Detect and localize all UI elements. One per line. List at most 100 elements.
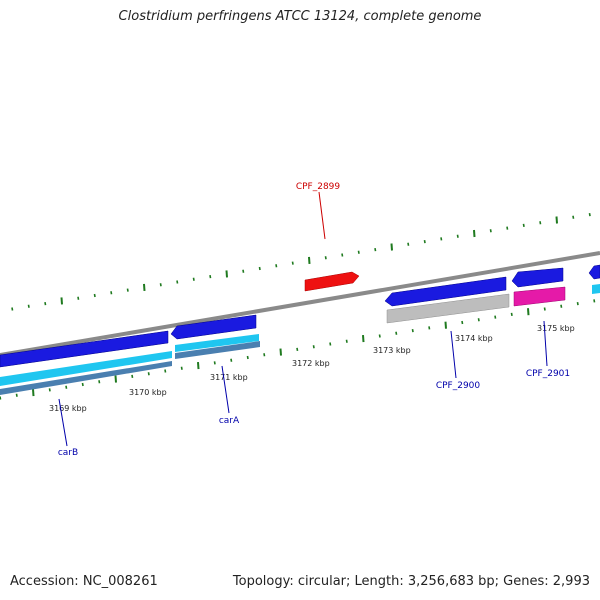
gene-label-cpf-2901[interactable]: CPF_2901 <box>526 369 570 379</box>
gene-label-cpf-2900[interactable]: CPF_2900 <box>436 381 481 391</box>
kbp-tick-label: 3173 kbp <box>373 346 411 355</box>
major-tick <box>114 375 117 383</box>
gene-cara-arrow[interactable] <box>170 314 257 340</box>
minor-tick <box>572 215 575 219</box>
minor-tick <box>312 345 315 349</box>
minor-tick <box>560 304 563 308</box>
major-tick <box>308 256 311 264</box>
minor-tick <box>126 288 129 292</box>
kbp-tick-label: 3172 kbp <box>292 359 330 368</box>
minor-tick <box>164 369 167 373</box>
minor-tick <box>407 242 410 246</box>
kbp-tick-label: 3169 kbp <box>49 404 87 413</box>
minor-tick <box>246 355 249 360</box>
major-tick <box>225 270 228 278</box>
minor-tick <box>213 361 216 365</box>
minor-tick <box>15 393 18 397</box>
minor-tick <box>411 328 414 333</box>
minor-tick <box>477 318 480 322</box>
minor-tick <box>593 299 596 303</box>
minor-tick <box>395 331 398 335</box>
major-tick <box>197 362 200 370</box>
minor-tick <box>539 221 542 225</box>
minor-tick <box>98 380 101 384</box>
minor-tick <box>296 347 299 352</box>
feature-track-light-2 <box>175 334 259 352</box>
minor-tick <box>48 388 51 392</box>
minor-tick <box>428 326 431 330</box>
leader-cpf-2900 <box>450 330 457 379</box>
minor-tick <box>230 358 233 362</box>
minor-tick <box>110 291 113 295</box>
gene-label-cpf-2899[interactable]: CPF_2899 <box>296 182 341 192</box>
minor-tick <box>93 293 96 298</box>
outer-tick-row <box>11 212 591 311</box>
minor-tick <box>329 342 332 346</box>
minor-tick <box>192 277 195 281</box>
gene-partial-arrow <box>588 264 600 280</box>
minor-tick <box>494 315 497 319</box>
major-tick <box>362 335 365 343</box>
major-tick <box>143 283 146 291</box>
minor-tick <box>357 250 360 254</box>
minor-tick <box>345 339 348 343</box>
minor-tick <box>147 372 150 376</box>
minor-tick <box>456 234 459 238</box>
minor-tick <box>27 304 30 308</box>
minor-tick <box>324 256 327 260</box>
gene-carb-arrow[interactable] <box>0 330 169 368</box>
minor-tick <box>440 237 443 241</box>
leader-cpf-2899 <box>318 191 326 240</box>
kbp-tick-label: 3174 kbp <box>455 334 493 343</box>
feature-track-grey <box>386 293 510 324</box>
minor-tick <box>180 366 183 370</box>
minor-tick <box>291 261 294 265</box>
feature-track-light-3 <box>592 284 600 294</box>
minor-tick <box>11 307 14 311</box>
genome-backbone <box>0 251 600 357</box>
feature-track-light-1 <box>0 351 172 386</box>
feature-track-steel-2 <box>175 341 260 359</box>
minor-tick <box>506 226 509 230</box>
minor-tick <box>510 312 513 317</box>
minor-tick <box>341 253 344 257</box>
major-tick <box>444 321 447 329</box>
gene-cpf-2900-arrow[interactable] <box>384 276 507 307</box>
gene-label-cara[interactable]: carA <box>219 416 240 426</box>
gene-cpf-2901-arrow[interactable] <box>511 267 564 288</box>
minor-tick <box>209 274 212 279</box>
minor-tick <box>131 374 134 379</box>
minor-tick <box>378 334 381 338</box>
minor-tick <box>275 264 278 268</box>
major-tick <box>390 243 393 251</box>
major-tick <box>60 297 63 305</box>
minor-tick <box>461 320 464 325</box>
minor-tick <box>374 247 377 252</box>
genome-summary-text: Topology: circular; Length: 3,256,683 bp… <box>232 574 590 589</box>
major-tick <box>32 389 35 397</box>
accession-text: Accession: NC_008261 <box>10 574 158 589</box>
minor-tick <box>0 396 2 400</box>
kbp-tick-label: 3171 kbp <box>210 373 248 382</box>
minor-tick <box>522 223 525 228</box>
minor-tick <box>44 301 47 306</box>
minor-tick <box>258 266 261 271</box>
feature-track-steel-1 <box>0 361 172 395</box>
gene-label-carb[interactable]: carB <box>58 448 78 458</box>
minor-tick <box>588 212 591 217</box>
inner-tick-row <box>0 299 596 400</box>
kbp-tick-label: 3175 kbp <box>537 324 575 333</box>
minor-tick <box>159 283 162 287</box>
minor-tick <box>242 269 245 273</box>
minor-tick <box>263 353 266 357</box>
map-title: Clostridium perfringens ATCC 13124, comp… <box>118 9 482 24</box>
minor-tick <box>423 239 426 244</box>
feature-track-magenta <box>513 286 566 307</box>
kbp-tick-label: 3170 kbp <box>129 388 167 397</box>
major-tick <box>555 216 558 224</box>
major-tick <box>473 229 476 238</box>
minor-tick <box>543 307 546 311</box>
gene-cpf-2899-arrow[interactable] <box>304 271 360 292</box>
minor-tick <box>576 301 579 306</box>
